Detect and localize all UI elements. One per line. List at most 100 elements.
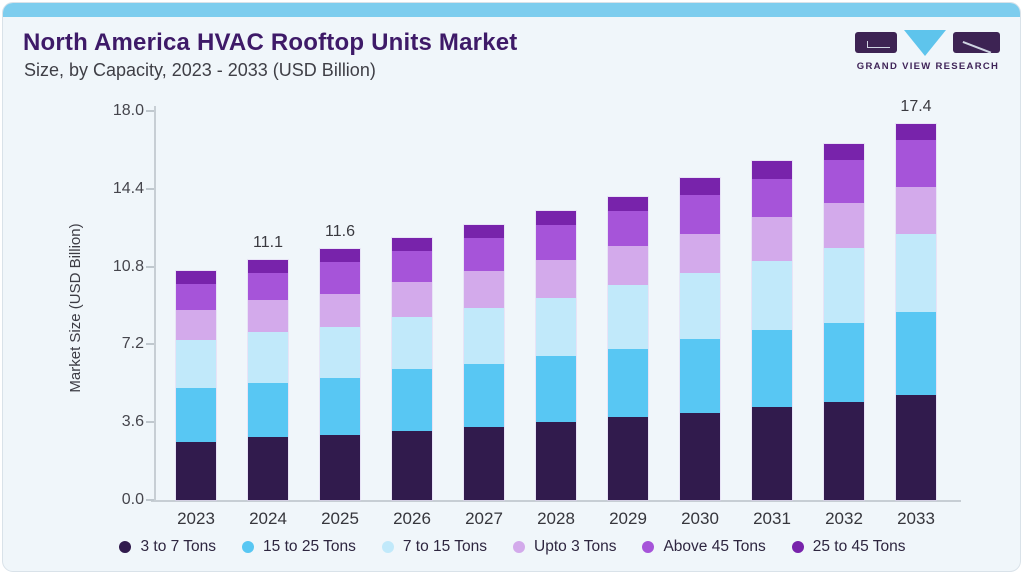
legend-label: 3 to 7 Tons (140, 538, 217, 555)
bar-column-2026 (392, 237, 432, 500)
legend-item: 3 to 7 Tons (119, 538, 216, 556)
x-tick-label: 2028 (537, 509, 575, 528)
bar-segment (392, 237, 432, 251)
x-tick-label: 2026 (393, 509, 431, 528)
bar-segment (680, 195, 720, 235)
y-axis-line (154, 106, 156, 502)
brand-name: GRAND VIEW RESEARCH (856, 61, 1000, 72)
y-tick-mark (146, 187, 154, 190)
bar-column-2025 (320, 249, 360, 500)
bar-segment (896, 186, 936, 235)
logo-g-icon (855, 32, 897, 53)
bar-segment (464, 271, 504, 308)
bar-segment (392, 369, 432, 431)
bar-segment (392, 250, 432, 282)
bar-total-label: 17.4 (900, 98, 932, 116)
bar-segment (464, 224, 504, 238)
y-tick-mark (146, 499, 154, 501)
legend-item: 7 to 15 Tons (381, 538, 488, 556)
legend-dot-icon (119, 541, 132, 553)
bar-segment (824, 203, 864, 249)
bar-segment (608, 416, 648, 500)
y-tick-label: 10.8 (112, 257, 144, 275)
y-tick-label: 18.0 (112, 102, 144, 120)
bar-segment (608, 348, 648, 417)
bar-segment (608, 285, 648, 349)
bar-segment (896, 140, 936, 187)
bar-segment (176, 284, 216, 310)
bar-column-2027 (464, 224, 504, 500)
bar-segment (608, 246, 648, 286)
legend-dot-icon (381, 541, 394, 553)
page-title: North America HVAC Rooftop Units Market (23, 29, 518, 56)
bar-segment (824, 143, 864, 160)
bar-segment (896, 234, 936, 313)
bar-segment (320, 262, 360, 294)
bar-segment (248, 383, 288, 438)
bar-segment (392, 430, 432, 500)
bar-segment (536, 260, 576, 299)
bar-segment (752, 179, 792, 218)
legend-label: 15 to 25 Tons (263, 538, 356, 555)
y-tick-mark (146, 265, 154, 268)
legend-item: Above 45 Tons (642, 538, 766, 556)
x-tick-label: 2032 (825, 509, 863, 528)
bar-total-label: 11.1 (253, 234, 283, 252)
bar-segment (752, 160, 792, 180)
bar-segment (320, 377, 360, 436)
bar-segment (536, 356, 576, 423)
bar-segment (176, 271, 216, 284)
legend-label: Above 45 Tons (663, 538, 766, 555)
bar-segment (752, 261, 792, 331)
legend-dot-icon (791, 541, 804, 553)
bar-segment (320, 327, 360, 378)
bar-segment (248, 331, 288, 384)
bar-column-2031 (752, 160, 792, 500)
bar-segment (680, 339, 720, 413)
bar-segment (176, 309, 216, 341)
bar-segment (536, 298, 576, 357)
bar-segment (248, 273, 288, 301)
y-tick-label: 0.0 (121, 491, 144, 508)
x-tick-label: 2029 (609, 509, 647, 528)
y-tick-label: 3.6 (121, 413, 144, 431)
legend-item: 15 to 25 Tons (242, 538, 356, 556)
bar-segment (680, 178, 720, 196)
legend-label: 7 to 15 Tons (402, 538, 488, 555)
y-tick-label: 14.4 (112, 179, 144, 197)
stacked-bar-chart: Market Size (USD Billion) 0.0 3.6 7.2 10.8 1… (3, 3, 1020, 571)
bar-segment (248, 437, 288, 500)
bar-segment (608, 210, 648, 247)
bar-segment (896, 312, 936, 396)
brand-logo: GRAND VIEW RESEARCH (853, 29, 1003, 75)
bar-segment (896, 124, 936, 141)
page-subtitle: Size, by Capacity, 2023 - 2033 (USD Bill… (24, 60, 376, 80)
bar-segment (824, 248, 864, 323)
logo-g-mark (867, 41, 890, 48)
x-tick-label: 2024 (249, 509, 287, 528)
legend-label: 25 to 45 Tons (812, 538, 906, 555)
bar-segment (320, 293, 360, 328)
logo-v-icon (904, 30, 946, 56)
legend-label: Upto 3 Tons (534, 538, 617, 555)
x-tick-label: 2027 (465, 509, 503, 528)
bar-segment (320, 249, 360, 263)
brand-logo-glyphs (853, 29, 1003, 56)
bar-segment (680, 234, 720, 274)
bar-segment (824, 401, 864, 500)
bar-segment (536, 210, 576, 225)
bar-segment (536, 224, 576, 261)
bar-segment (464, 307, 504, 364)
legend-dot-icon (242, 541, 255, 553)
bar-segment (176, 441, 216, 500)
bar-segment (752, 217, 792, 262)
bar-column-2024 (248, 260, 288, 500)
bar-segment (248, 300, 288, 332)
bar-segment (320, 435, 360, 500)
bar-segment (536, 422, 576, 500)
bar-segment (824, 159, 864, 203)
legend-item: 25 to 45 Tons (791, 538, 906, 556)
x-tick-label: 2030 (681, 509, 719, 528)
legend-dot-icon (642, 541, 655, 553)
